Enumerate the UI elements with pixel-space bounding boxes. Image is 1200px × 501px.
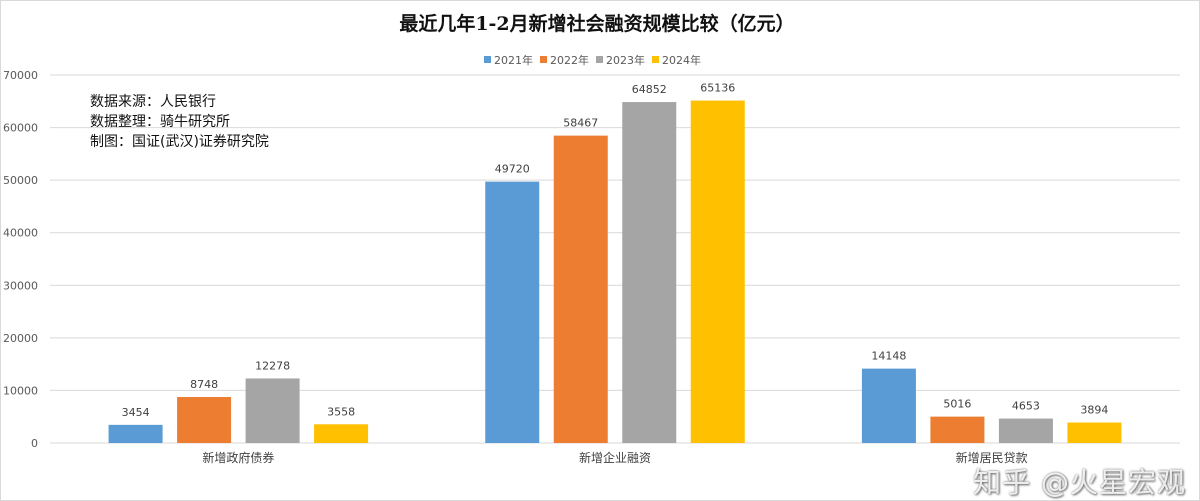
legend-swatch [652,56,659,63]
bars: 3454 8748 12278 3558 新增政府债券 49720 58467 64852 65… [108,82,1122,465]
y-tick-label: 10000 [3,384,38,397]
bar [622,102,677,443]
grid: 0 10000 20000 30000 40000 50000 60000 70000 [3,69,1180,450]
watermark: 知乎 @火星宏观 [973,466,1186,499]
y-tick-label: 70000 [3,69,38,82]
bar [177,397,232,443]
bar [108,424,163,443]
data-label: 5016 [943,398,971,411]
bar [553,135,608,444]
data-label: 49720 [495,163,530,176]
legend-swatch [484,56,491,63]
source-notes: 数据来源：人民银行 数据整理：骑牛研究所 制图：国证(武汉)证券研究院 [90,92,269,152]
y-tick-label: 50000 [3,174,38,187]
chart-title: 最近几年1-2月新增社会融资规模比较（亿元） [399,12,794,35]
x-tick-label: 新增企业融资 [579,450,651,465]
data-label: 4653 [1012,400,1040,413]
bar [998,418,1053,443]
bar [314,424,369,443]
legend: 2021年 2022年 2023年 2024年 [484,53,701,67]
bar [930,416,985,443]
bar [245,378,300,443]
data-label: 14148 [871,350,906,363]
legend-label: 2023年 [606,53,645,67]
legend-label: 2024年 [662,53,701,67]
data-label: 64852 [632,83,667,96]
data-label: 58467 [563,117,598,130]
note-source: 数据来源：人民银行 [90,94,216,110]
bar [1067,422,1122,443]
y-tick-label: 20000 [3,332,38,345]
y-tick-label: 40000 [3,227,38,240]
data-label: 65136 [700,82,735,95]
note-chart-maker: 制图：国证(武汉)证券研究院 [90,134,269,150]
bar [861,368,916,443]
data-label: 3454 [122,406,150,419]
legend-label: 2022年 [550,53,589,67]
data-label: 3558 [327,405,355,418]
x-tick-label: 新增政府债券 [202,450,274,465]
legend-label: 2021年 [494,53,533,67]
data-label: 12278 [255,359,290,372]
y-tick-label: 0 [31,437,38,450]
bar [690,100,745,443]
note-compiler: 数据整理：骑牛研究所 [90,114,230,130]
x-tick-label: 新增居民贷款 [956,450,1028,465]
data-label: 3894 [1080,404,1108,417]
legend-swatch [540,56,547,63]
legend-swatch [596,56,603,63]
data-label: 8748 [190,378,218,391]
y-tick-label: 30000 [3,279,38,292]
y-tick-label: 60000 [3,122,38,135]
bar [485,181,540,443]
